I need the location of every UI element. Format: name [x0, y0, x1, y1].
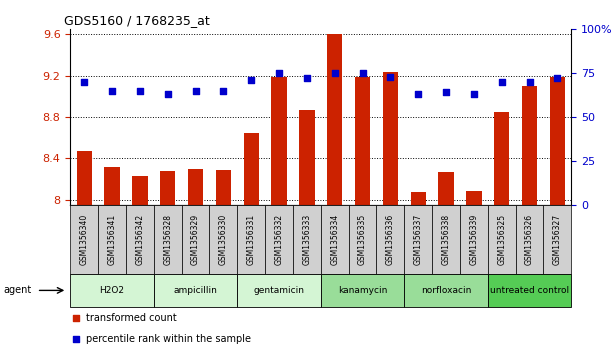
- Text: norfloxacin: norfloxacin: [421, 286, 471, 295]
- Bar: [210, 205, 237, 274]
- Bar: [522, 86, 537, 205]
- Point: [191, 88, 200, 94]
- Text: GSM1356332: GSM1356332: [274, 214, 284, 265]
- Bar: [516, 205, 543, 274]
- Point: [274, 70, 284, 76]
- Point: [552, 76, 562, 81]
- Point: [219, 88, 229, 94]
- Text: agent: agent: [3, 285, 31, 295]
- Bar: [76, 151, 92, 205]
- Point: [163, 91, 172, 97]
- Bar: [404, 205, 432, 274]
- Text: GSM1356341: GSM1356341: [108, 214, 117, 265]
- Bar: [355, 77, 370, 205]
- Bar: [349, 205, 376, 274]
- Text: GDS5160 / 1768235_at: GDS5160 / 1768235_at: [64, 15, 210, 28]
- Text: GSM1356339: GSM1356339: [469, 214, 478, 265]
- Text: percentile rank within the sample: percentile rank within the sample: [86, 334, 251, 344]
- Bar: [244, 132, 259, 205]
- Bar: [132, 176, 147, 205]
- Text: GSM1356336: GSM1356336: [386, 214, 395, 265]
- Point: [330, 70, 340, 76]
- Bar: [181, 205, 210, 274]
- Point: [71, 315, 81, 321]
- Point: [71, 337, 81, 342]
- Bar: [154, 274, 237, 307]
- Text: GSM1356328: GSM1356328: [163, 214, 172, 265]
- Text: GSM1356340: GSM1356340: [79, 214, 89, 265]
- Text: H2O2: H2O2: [100, 286, 125, 295]
- Bar: [126, 205, 154, 274]
- Bar: [160, 171, 175, 205]
- Point: [357, 70, 367, 76]
- Bar: [70, 205, 98, 274]
- Bar: [299, 110, 315, 205]
- Bar: [321, 205, 349, 274]
- Bar: [550, 77, 565, 205]
- Text: GSM1356334: GSM1356334: [330, 214, 339, 265]
- Bar: [327, 34, 342, 205]
- Point: [107, 88, 117, 94]
- Bar: [293, 205, 321, 274]
- Bar: [460, 205, 488, 274]
- Bar: [70, 274, 154, 307]
- Bar: [237, 274, 321, 307]
- Point: [302, 76, 312, 81]
- Point: [79, 79, 89, 85]
- Text: GSM1356337: GSM1356337: [414, 214, 423, 265]
- Point: [246, 77, 256, 83]
- Bar: [543, 205, 571, 274]
- Bar: [321, 274, 404, 307]
- Text: kanamycin: kanamycin: [338, 286, 387, 295]
- Text: transformed count: transformed count: [86, 313, 177, 323]
- Text: GSM1356330: GSM1356330: [219, 214, 228, 265]
- Bar: [494, 112, 510, 205]
- Point: [135, 88, 145, 94]
- Point: [497, 79, 507, 85]
- Text: GSM1356326: GSM1356326: [525, 214, 534, 265]
- Text: ampicillin: ampicillin: [174, 286, 218, 295]
- Bar: [376, 205, 404, 274]
- Text: GSM1356335: GSM1356335: [358, 214, 367, 265]
- Text: GSM1356331: GSM1356331: [247, 214, 255, 265]
- Bar: [411, 192, 426, 205]
- Bar: [154, 205, 181, 274]
- Text: GSM1356325: GSM1356325: [497, 214, 506, 265]
- Point: [413, 91, 423, 97]
- Bar: [237, 205, 265, 274]
- Text: untreated control: untreated control: [490, 286, 569, 295]
- Bar: [104, 167, 120, 205]
- Bar: [271, 77, 287, 205]
- Bar: [488, 205, 516, 274]
- Text: GSM1356329: GSM1356329: [191, 214, 200, 265]
- Point: [525, 79, 535, 85]
- Text: GSM1356327: GSM1356327: [553, 214, 562, 265]
- Bar: [488, 274, 571, 307]
- Bar: [382, 72, 398, 205]
- Point: [386, 74, 395, 79]
- Text: GSM1356338: GSM1356338: [442, 214, 450, 265]
- Text: GSM1356342: GSM1356342: [136, 214, 144, 265]
- Point: [469, 91, 479, 97]
- Bar: [404, 274, 488, 307]
- Bar: [438, 172, 454, 205]
- Bar: [265, 205, 293, 274]
- Bar: [466, 191, 481, 205]
- Bar: [188, 169, 203, 205]
- Text: gentamicin: gentamicin: [254, 286, 304, 295]
- Point: [441, 90, 451, 95]
- Bar: [216, 170, 231, 205]
- Text: GSM1356333: GSM1356333: [302, 214, 312, 265]
- Bar: [432, 205, 460, 274]
- Bar: [98, 205, 126, 274]
